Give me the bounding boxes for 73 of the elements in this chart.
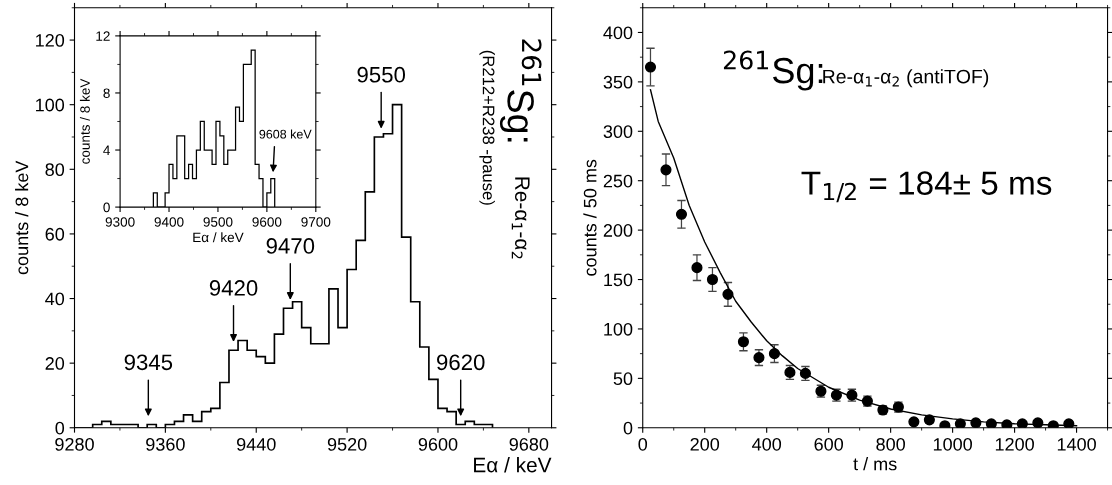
y-axis-title: counts / 8 keV (15, 160, 29, 275)
y-tick-label: 150 (604, 273, 633, 287)
point (1001, 419, 1013, 428)
annotation: $^{261}$Sg: (499, 39, 542, 142)
x-tick-label: 0 (638, 437, 648, 451)
y-tick-label: 100 (604, 322, 633, 336)
annotation: (R212+R238 -pause) (479, 50, 495, 205)
annotation: 9470 (266, 238, 315, 254)
point (768, 348, 780, 360)
y-tick-label: 20 (45, 357, 65, 370)
y-tick-label: 0 (623, 421, 633, 435)
x-tick-label: 9300 (105, 217, 135, 227)
point (923, 414, 935, 426)
point (644, 61, 657, 73)
annotation: 9620 (437, 354, 485, 371)
x-tick-label: 800 (876, 437, 905, 451)
x-axis-title: t / ms (853, 457, 897, 471)
x-axis-title: Eα / keV (193, 232, 244, 243)
y-tick-label: 40 (45, 292, 65, 306)
annotation: 9608 keV (259, 129, 312, 139)
x-tick-label: 9600 (252, 217, 282, 227)
x-tick-label: 1400 (1057, 437, 1096, 451)
annotation: 9345 (124, 354, 173, 371)
y-tick-label: 100 (36, 98, 65, 112)
point (1032, 417, 1044, 428)
annotation: Re-α$_{1}$-α$_{2}$ (511, 177, 530, 259)
x-tick-label: 9500 (203, 217, 233, 227)
annotation: Re-α$_{1}$-α$_{2}$ (antiTOF) (823, 69, 989, 88)
point (908, 416, 920, 428)
point (660, 164, 672, 176)
x-tick-label: 9700 (301, 217, 331, 227)
x-tick-label: 600 (814, 437, 844, 451)
y-tick-label: 12 (96, 31, 110, 41)
y-tick-label: 4 (103, 145, 110, 155)
y-axis-title: counts / 8 keV (79, 78, 90, 164)
y-tick-label: 60 (45, 227, 65, 241)
point (722, 288, 734, 300)
y-tick-label: 8 (103, 88, 110, 98)
point (691, 262, 703, 274)
x-tick-label: 9520 (327, 437, 367, 451)
point (737, 336, 750, 348)
x-tick-label: 9400 (154, 217, 184, 227)
y-tick-label: 120 (36, 34, 65, 47)
annotation: T$_{1/2}$ = 184± 5 ms (801, 171, 1052, 203)
point (675, 208, 688, 220)
point (985, 418, 997, 428)
x-tick-label: 9440 (237, 437, 276, 451)
y-tick-label: 80 (45, 163, 65, 177)
x-tick-label: 1000 (933, 437, 972, 451)
annotation: 9420 (209, 280, 258, 296)
y-tick-label: 0 (103, 202, 110, 213)
y-axis-title: counts / 50 ms (583, 159, 597, 276)
point (1016, 418, 1028, 428)
x-tick-label: 9600 (418, 437, 458, 451)
x-tick-label: 9280 (55, 437, 94, 451)
x-axis-title: Eα / keV (474, 457, 552, 473)
point (954, 418, 966, 428)
annotation: 9550 (357, 66, 406, 83)
y-tick-label: 250 (603, 174, 633, 188)
point (1063, 418, 1075, 428)
y-tick-label: 50 (613, 372, 633, 386)
x-tick-label: 9360 (146, 437, 185, 451)
x-tick-label: 200 (690, 437, 720, 451)
annotation: $^{261}$Sg: (723, 50, 823, 91)
x-tick-label: 9680 (509, 437, 549, 451)
y-tick-label: 0 (55, 421, 65, 435)
y-tick-label: 400 (603, 26, 633, 40)
y-tick-label: 300 (603, 125, 633, 139)
y-tick-label: 350 (603, 75, 633, 89)
x-tick-label: 400 (752, 437, 782, 451)
x-tick-label: 1200 (995, 437, 1034, 451)
point (970, 417, 982, 428)
point (706, 273, 719, 286)
